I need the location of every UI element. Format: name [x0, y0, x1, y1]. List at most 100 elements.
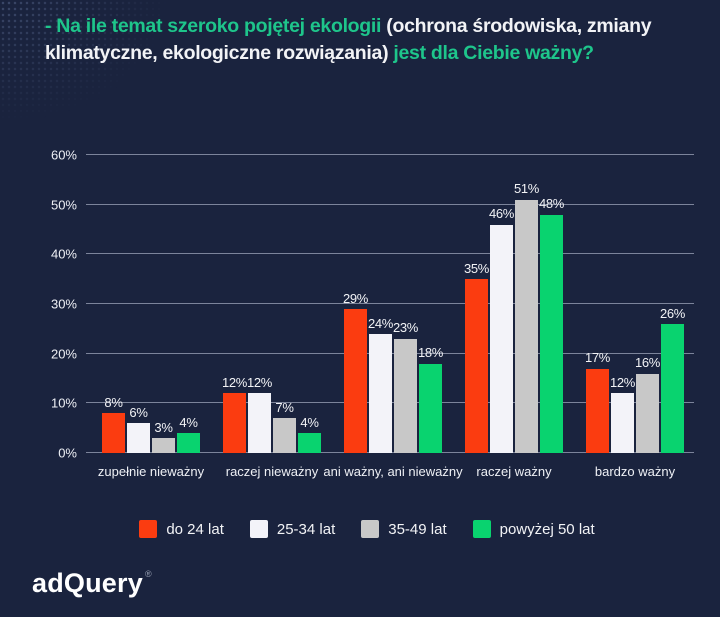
plot-area: 0% 10% 20% 30% 40% 50% 60% 8% 6% 3% 4% zupełnie nie…: [51, 149, 694, 479]
bar: [540, 214, 563, 453]
bar: [611, 393, 634, 453]
adquery-logo: adQuery ®: [32, 568, 152, 599]
bar: [152, 438, 175, 453]
bar-slot: 6%: [127, 155, 150, 453]
bar-group: 8% 6% 3% 4% zupełnie nieważny: [98, 155, 204, 479]
legend-swatch: [472, 520, 491, 538]
bar: [344, 308, 367, 453]
bar-value-label: 12%: [609, 375, 636, 391]
bar: [661, 323, 684, 453]
gridline: [86, 303, 694, 304]
bar-value-label: 4%: [300, 414, 319, 430]
bar-slot: 51%: [513, 155, 540, 453]
bar: [490, 224, 513, 453]
legend-label: 35-49 lat: [388, 520, 447, 538]
legend-swatch: [361, 520, 380, 538]
bar-value-label: 8%: [104, 394, 123, 410]
bar-slot: 17%: [584, 155, 611, 453]
legend-label: 25-34 lat: [276, 520, 336, 538]
bar-value-label: 3%: [154, 419, 173, 435]
bar-slot: 35%: [464, 155, 489, 453]
bar: [273, 418, 296, 453]
bar-slot: 48%: [538, 155, 565, 453]
legend-label: powyżej 50 lat: [499, 520, 595, 538]
bar-value-label: 48%: [538, 196, 565, 212]
legend-swatch: [139, 520, 158, 538]
bar-value-label: 46%: [488, 206, 515, 222]
bar-value-label: 29%: [342, 290, 369, 306]
bar: [248, 393, 271, 453]
y-axis-tick-label: 50%: [50, 197, 77, 213]
y-axis-tick-label: 20%: [50, 346, 77, 362]
bar-slot: 24%: [367, 155, 394, 453]
bar: [127, 423, 150, 453]
title-line: klimatyczne, ekologiczne rozwiązania) je…: [45, 40, 705, 67]
gridline: [86, 253, 694, 255]
bar-slot: 12%: [221, 155, 248, 453]
bar-value-label: 26%: [659, 305, 686, 321]
y-axis-tick-label: 30%: [50, 296, 77, 312]
bar: [298, 433, 321, 453]
bar-value-label: 17%: [584, 350, 611, 366]
chart-legend: do 24 lat 25-34 lat 35-49 lat powyżej 50 la…: [0, 520, 720, 538]
bar-group: 35% 46% 51% 48% raczej ważny: [464, 155, 565, 479]
legend-label: do 24 lat: [166, 520, 224, 538]
bar-slot: 16%: [634, 155, 661, 453]
bar: [102, 413, 125, 453]
y-axis-tick-label: 40%: [50, 246, 77, 262]
bar-slot: 29%: [342, 155, 369, 453]
bar-group: 17% 12% 16% 26% bardzo ważny: [584, 155, 686, 479]
bar-value-label: 24%: [367, 315, 394, 331]
bar-value-label: 51%: [513, 181, 540, 197]
bar: [394, 338, 417, 453]
bar-slot: 7%: [273, 155, 296, 453]
bar-value-label: 12%: [246, 375, 273, 391]
bar-slot: 4%: [177, 155, 200, 453]
bar-value-label: 6%: [129, 404, 148, 420]
legend-item: 25-34 lat: [249, 520, 336, 538]
bar-value-label: 12%: [221, 375, 248, 391]
bar-slot: 18%: [417, 155, 444, 453]
x-axis-category-label: raczej nieważny: [225, 464, 319, 479]
legend-item: 35-49 lat: [361, 520, 447, 538]
bar-value-label: 16%: [634, 355, 661, 371]
legend-item: powyżej 50 lat: [472, 520, 595, 538]
bar: [465, 279, 488, 453]
title-segment: - Na ile temat szeroko pojętej ekologii: [45, 15, 387, 37]
title-segment: (ochrona środowiska, zmiany: [386, 15, 652, 37]
bar: [369, 333, 392, 453]
bar: [177, 433, 200, 453]
bar: [586, 368, 609, 453]
x-axis-category-label: bardzo ważny: [594, 464, 676, 479]
legend-item: do 24 lat: [139, 520, 224, 538]
legend-swatch: [249, 520, 268, 538]
bar-slot: 46%: [488, 155, 515, 453]
bar-value-label: 18%: [417, 345, 444, 361]
bar-slot: 12%: [609, 155, 636, 453]
gridline: [86, 203, 694, 205]
bar: [419, 363, 442, 453]
logo-text: adQuery: [32, 568, 143, 598]
bar: [515, 199, 538, 453]
gridline: [86, 154, 694, 155]
bar-group: 29% 24% 23% 18% ani ważny, ani nieważny: [323, 155, 462, 479]
bar-value-label: 23%: [392, 320, 419, 336]
bar-slot: 4%: [298, 155, 321, 453]
x-axis-category-label: raczej ważny: [476, 464, 552, 479]
chart-title: - Na ile temat szeroko pojętej ekologii …: [45, 13, 705, 67]
registered-mark: ®: [144, 569, 152, 579]
bar-slot: 8%: [102, 155, 125, 453]
y-axis-tick-label: 10%: [50, 395, 77, 411]
bar-value-label: 4%: [179, 414, 198, 430]
bar-group: 12% 12% 7% 4% raczej nieważny: [221, 155, 321, 479]
bar-slot: 23%: [392, 155, 419, 453]
bar: [636, 373, 659, 453]
bar: [223, 393, 246, 453]
bar-value-label: 7%: [275, 399, 294, 415]
x-axis-category-label: zupełnie nieważny: [97, 464, 205, 479]
bar-slot: 12%: [246, 155, 273, 453]
title-segment: klimatyczne, ekologiczne rozwiązania): [45, 42, 394, 64]
title-line: - Na ile temat szeroko pojętej ekologii …: [45, 13, 705, 40]
y-axis-tick-label: 60%: [50, 147, 77, 163]
